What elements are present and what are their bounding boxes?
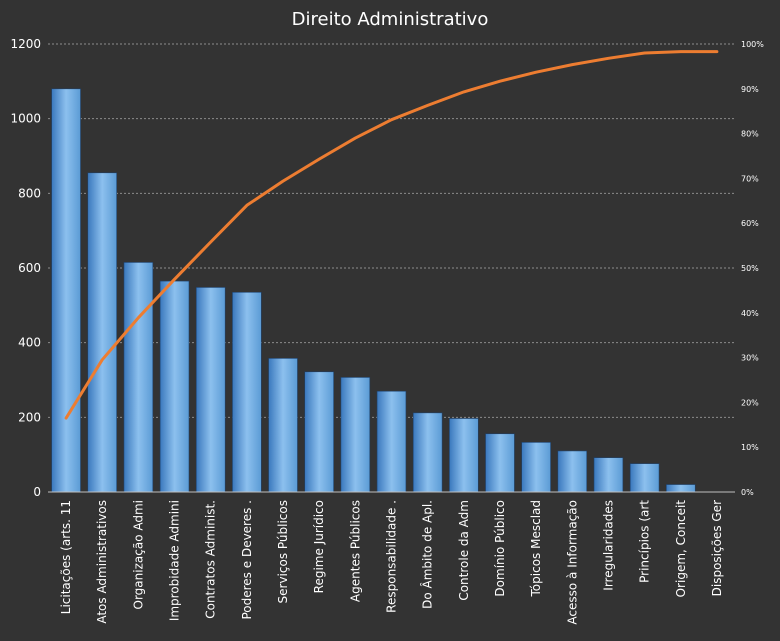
x-category-label: Irregularidades xyxy=(601,500,615,591)
y-tick-label: 1200 xyxy=(10,37,41,51)
x-category-label: Responsabilidade . xyxy=(385,500,399,613)
bars xyxy=(51,88,696,493)
x-category-label: Serviços Públicos xyxy=(276,500,290,603)
y-tick-label: 200 xyxy=(18,410,41,424)
x-category-label: Acesso à Informação xyxy=(565,500,579,625)
y2-tick-label: 20% xyxy=(741,398,759,407)
bar xyxy=(593,457,624,493)
bar xyxy=(268,358,298,493)
bar xyxy=(123,262,154,493)
bar xyxy=(557,450,588,493)
y2-tick-label: 50% xyxy=(741,264,759,273)
y-tick-label: 400 xyxy=(18,336,41,350)
x-category-label: Improbidade Admini xyxy=(168,500,182,621)
x-category-label: Regime Jurídico xyxy=(312,500,326,593)
y-axis-right: 0% 10% 20% 30% 40% 50% 60% 70% 80% 90% 100% xyxy=(741,40,764,497)
x-category-label: Poderes e Deveres . xyxy=(240,500,254,620)
y2-tick-label: 100% xyxy=(741,40,764,49)
y-axis-left: 0 200 400 600 800 1000 1200 xyxy=(10,37,41,499)
bar xyxy=(376,390,407,493)
x-category-label: Controle da Adm xyxy=(457,500,471,601)
bar xyxy=(195,287,226,493)
x-category-label: Tópicos Mesclad xyxy=(529,500,543,597)
bar xyxy=(51,88,81,493)
y-tick-label: 0 xyxy=(33,485,41,499)
x-category-label: Organização Admi xyxy=(131,500,145,609)
y2-tick-label: 10% xyxy=(741,443,759,452)
y2-tick-label: 40% xyxy=(741,309,759,318)
chart-title: Direito Administrativo xyxy=(292,9,489,30)
y2-tick-label: 30% xyxy=(741,354,759,363)
x-category-label: Princípios (art xyxy=(638,500,652,583)
cumulative-line xyxy=(64,50,719,420)
y-tick-label: 1000 xyxy=(10,112,41,126)
x-category-label: Atos Administrativos xyxy=(95,500,109,624)
cumulative-percent-line xyxy=(64,50,719,420)
bar xyxy=(340,377,371,493)
bar xyxy=(449,418,479,493)
y2-tick-label: 70% xyxy=(741,174,759,183)
y2-tick-label: 90% xyxy=(741,85,759,94)
bar xyxy=(87,172,117,493)
bar xyxy=(521,442,551,493)
y2-tick-label: 0% xyxy=(741,488,754,497)
bar xyxy=(485,433,515,493)
x-category-label: Domínio Público xyxy=(493,500,507,597)
bar xyxy=(412,412,443,493)
x-category-label: Disposições Ger xyxy=(710,500,724,596)
bar xyxy=(665,484,696,493)
x-category-label: Contratos Administ. xyxy=(204,500,218,619)
y-tick-label: 800 xyxy=(18,186,41,200)
y2-tick-label: 60% xyxy=(741,219,759,228)
gridlines xyxy=(48,43,735,418)
x-category-label: Agentes Públicos xyxy=(348,500,362,602)
x-category-label: Licitações (arts. 11 xyxy=(59,500,73,614)
bar xyxy=(304,371,334,493)
bar xyxy=(629,463,660,493)
x-category-label: Origem, Conceit xyxy=(674,500,688,598)
bar xyxy=(232,291,262,493)
y-tick-label: 600 xyxy=(18,261,41,275)
y2-tick-label: 80% xyxy=(741,130,759,139)
bar xyxy=(159,280,190,493)
x-category-label: Do Âmbito de Apl. xyxy=(420,500,435,609)
x-axis: Licitações (arts. 11 Atos Administrativos… xyxy=(48,491,735,625)
